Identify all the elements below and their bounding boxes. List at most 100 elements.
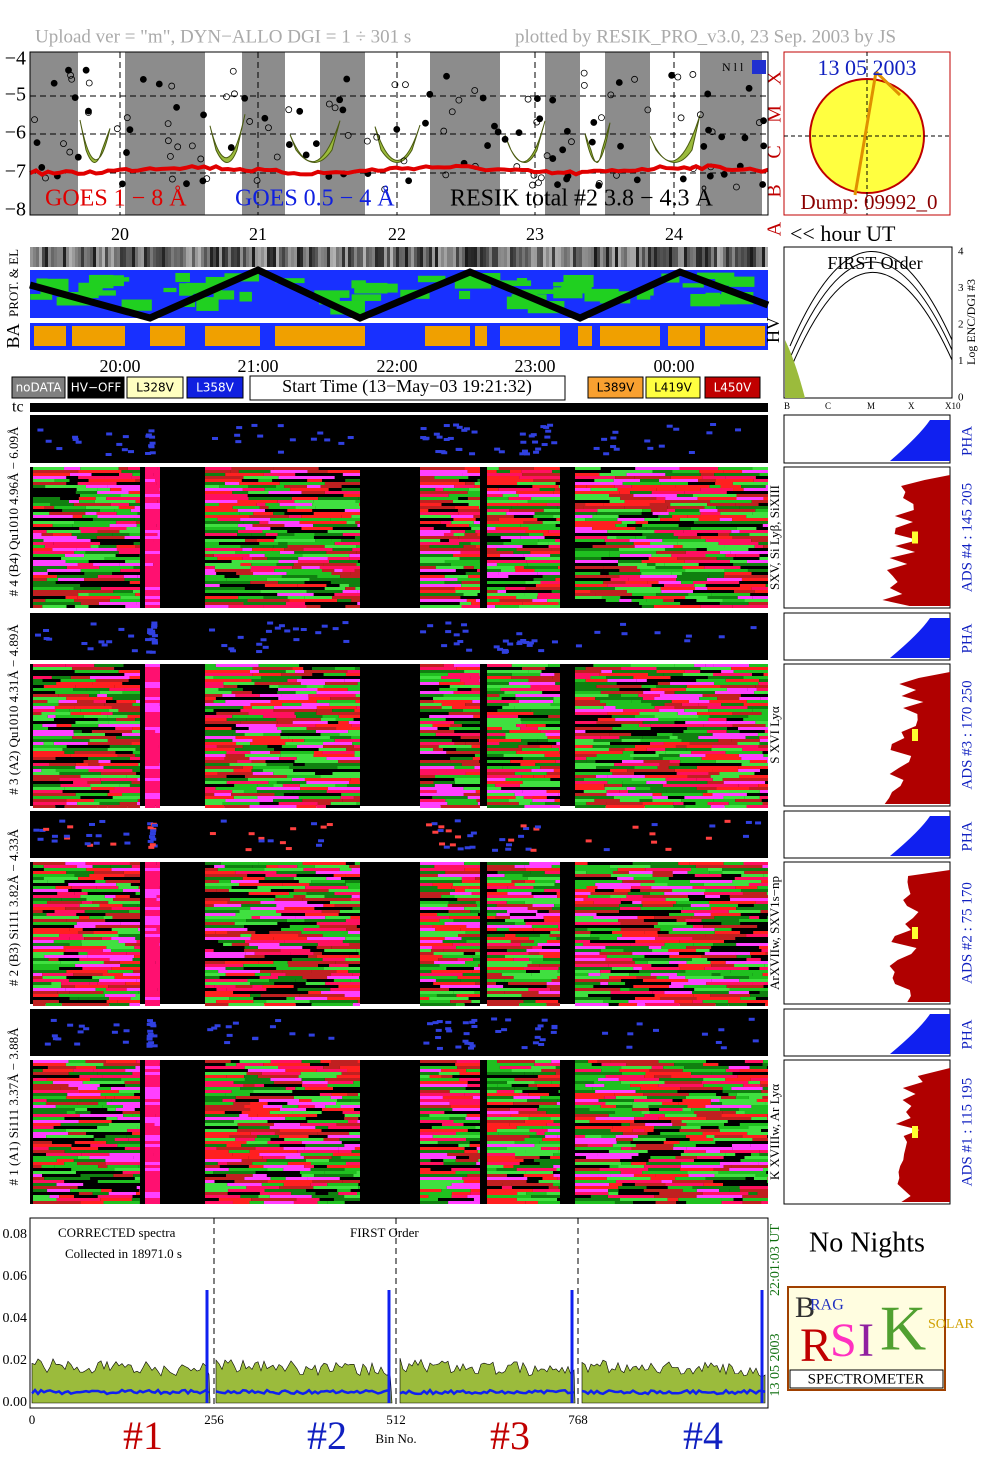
spectrogram-cell: [306, 1108, 322, 1111]
spectrogram-cell: [145, 575, 160, 578]
spectrogram-cell: [467, 491, 480, 494]
data-point: [231, 90, 238, 98]
spectrogram-cell: [69, 943, 82, 946]
spectrogram-cell: [215, 931, 228, 934]
spectrogram-cell: [33, 931, 78, 934]
status-cell: [450, 247, 453, 267]
status-cell: [270, 247, 273, 267]
spectrogram-cell: [558, 602, 560, 605]
status-cell: [216, 247, 219, 267]
spectrogram-cell: [54, 479, 70, 482]
spectrogram-cell: [652, 799, 682, 802]
spectrogram-cell: [332, 709, 355, 712]
spectrogram-cell: [304, 919, 346, 922]
status-cell: [42, 247, 45, 267]
spectrogram-cell: [487, 907, 528, 910]
spectrogram-cell: [330, 518, 360, 521]
pha-noise: [464, 1041, 471, 1045]
spectrogram-cell: [612, 673, 649, 676]
spectrogram-cell: [435, 928, 461, 931]
spectrogram-cell: [487, 925, 532, 928]
spectrogram-cell: [429, 545, 464, 548]
spectrogram-cell: [205, 1072, 247, 1075]
spectrogram-cell: [251, 934, 299, 937]
spectrogram-cell: [136, 524, 140, 527]
spectrogram-cell: [741, 763, 768, 766]
spectrogram-cell: [551, 745, 560, 748]
spectrogram-cell: [755, 509, 768, 512]
spectrogram-cell: [746, 700, 768, 703]
spectrogram-cell: [334, 476, 360, 479]
spectrogram-cell: [254, 1084, 265, 1087]
spectrogram-cell: [420, 560, 445, 563]
spectrogram-cell: [503, 985, 514, 988]
spectrogram-cell: [420, 488, 436, 491]
spectrogram-cell: [542, 521, 560, 524]
spectrogram-cell: [92, 518, 135, 521]
spectrogram-cell: [575, 784, 605, 787]
spectrogram-cell: [342, 799, 360, 802]
spectrogram-cell: [575, 569, 620, 572]
spectrogram-cell: [599, 473, 627, 476]
spectrogram-cell: [74, 985, 109, 988]
spectrogram-cell: [726, 491, 754, 494]
data-point: [615, 79, 623, 86]
status-cell: [315, 247, 318, 267]
spectrogram-cell: [420, 515, 451, 518]
spectrogram-cell: [473, 958, 480, 961]
spectrogram-cell: [528, 952, 540, 955]
spectrogram-cell: [145, 599, 160, 602]
spectrogram-cell: [454, 730, 480, 733]
spectrogram-cell: [487, 557, 526, 560]
spectrogram-cell: [272, 479, 308, 482]
spectrogram-cell: [646, 563, 656, 566]
status-cell: [360, 247, 363, 267]
status-cell: [159, 247, 162, 267]
spectrogram-cell: [264, 877, 294, 880]
spectrogram-cell: [544, 889, 560, 892]
spectrogram-cell: [145, 1180, 160, 1183]
spectrogram-cell: [420, 898, 458, 901]
spectrogram-cell: [205, 560, 232, 563]
spectrogram-cell: [575, 676, 591, 679]
spectrogram-cell: [420, 793, 464, 796]
spectrogram-cell: [502, 766, 541, 769]
spectrogram-cell: [33, 602, 81, 605]
spectrogram-cell: [509, 730, 541, 733]
spectrogram-cell: [473, 515, 480, 518]
spectrogram-cell: [247, 874, 266, 877]
status-cell: [642, 247, 645, 267]
spectrogram-cell: [244, 1075, 258, 1078]
spectrogram-cell: [524, 880, 535, 883]
spectrogram-cell: [350, 778, 360, 781]
spectrogram-cell: [132, 1072, 140, 1075]
spectrogram-cell: [33, 928, 70, 931]
spectrogram-cell: [510, 760, 556, 763]
spectrogram-cell: [278, 685, 307, 688]
spectrogram-cell: [226, 718, 247, 721]
spectrogram-cell: [293, 1096, 331, 1099]
spectrogram-cell: [707, 781, 724, 784]
spectrogram-cell: [59, 967, 83, 970]
spectrogram-cell: [594, 799, 620, 802]
pha-noise: [603, 848, 610, 852]
spectrogram-cell: [721, 670, 734, 673]
status-cell: [522, 247, 525, 267]
spectrogram-cell: [41, 533, 53, 536]
spectrogram-cell: [679, 763, 711, 766]
spectrogram-cell: [117, 1144, 140, 1147]
pha-noise: [491, 1017, 498, 1021]
spectrogram-cell: [575, 557, 602, 560]
spectrogram-cell: [460, 679, 480, 682]
status-cell: [540, 247, 543, 267]
spectrogram-cell: [65, 1129, 85, 1132]
spectrogram-cell: [249, 757, 280, 760]
spectrogram-cell: [703, 883, 749, 886]
spectrogram-cell: [134, 518, 140, 521]
spectrogram-cell: [342, 1096, 360, 1099]
spectrogram-cell: [145, 1081, 160, 1084]
spectrogram-cell: [627, 769, 675, 772]
spectrogram-cell: [420, 664, 444, 667]
spectrogram-cell: [520, 763, 536, 766]
spectrogram-cell: [205, 787, 216, 790]
